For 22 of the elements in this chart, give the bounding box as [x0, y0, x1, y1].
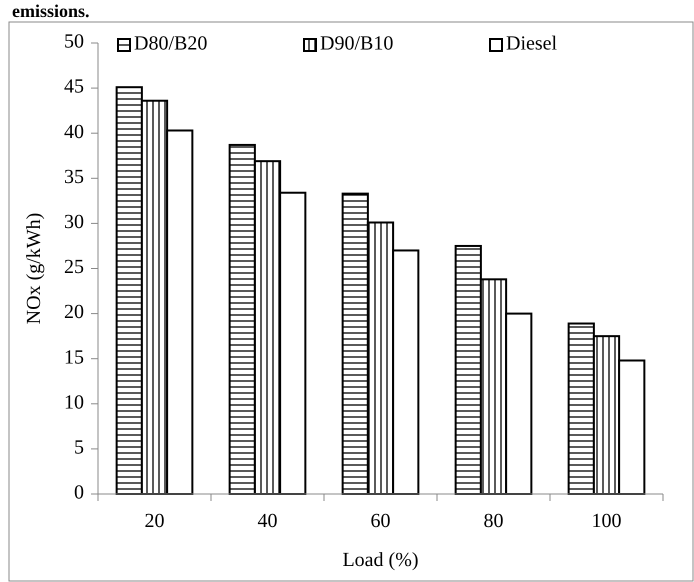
y-tick-label: 30: [64, 210, 84, 233]
x-tick-label: 100: [592, 510, 622, 532]
x-tick-label: 40: [258, 510, 278, 532]
legend-label: D80/B20: [134, 32, 208, 55]
y-tick-label: 10: [64, 391, 84, 414]
y-axis-title: NOx (g/kWh): [23, 212, 45, 324]
y-tick-label: 20: [64, 301, 84, 324]
x-axis-title: Load (%): [342, 549, 419, 571]
x-tick-label: 20: [144, 510, 164, 532]
y-tick-label: 5: [74, 436, 84, 458]
y-tick-label: 0: [74, 482, 84, 504]
legend-label: D90/B10: [320, 32, 394, 55]
y-tick-label: 45: [64, 76, 84, 98]
text: emissions.: [12, 1, 90, 21]
y-tick-label: 40: [64, 120, 84, 143]
y-tick-label: 35: [64, 166, 84, 188]
legend-label: Diesel: [506, 32, 558, 55]
x-tick-label: 80: [484, 510, 504, 532]
y-tick-label: 25: [64, 256, 84, 278]
y-tick-label: 50: [64, 30, 84, 53]
y-tick-label: 15: [64, 346, 84, 368]
x-tick-label: 60: [370, 510, 390, 532]
